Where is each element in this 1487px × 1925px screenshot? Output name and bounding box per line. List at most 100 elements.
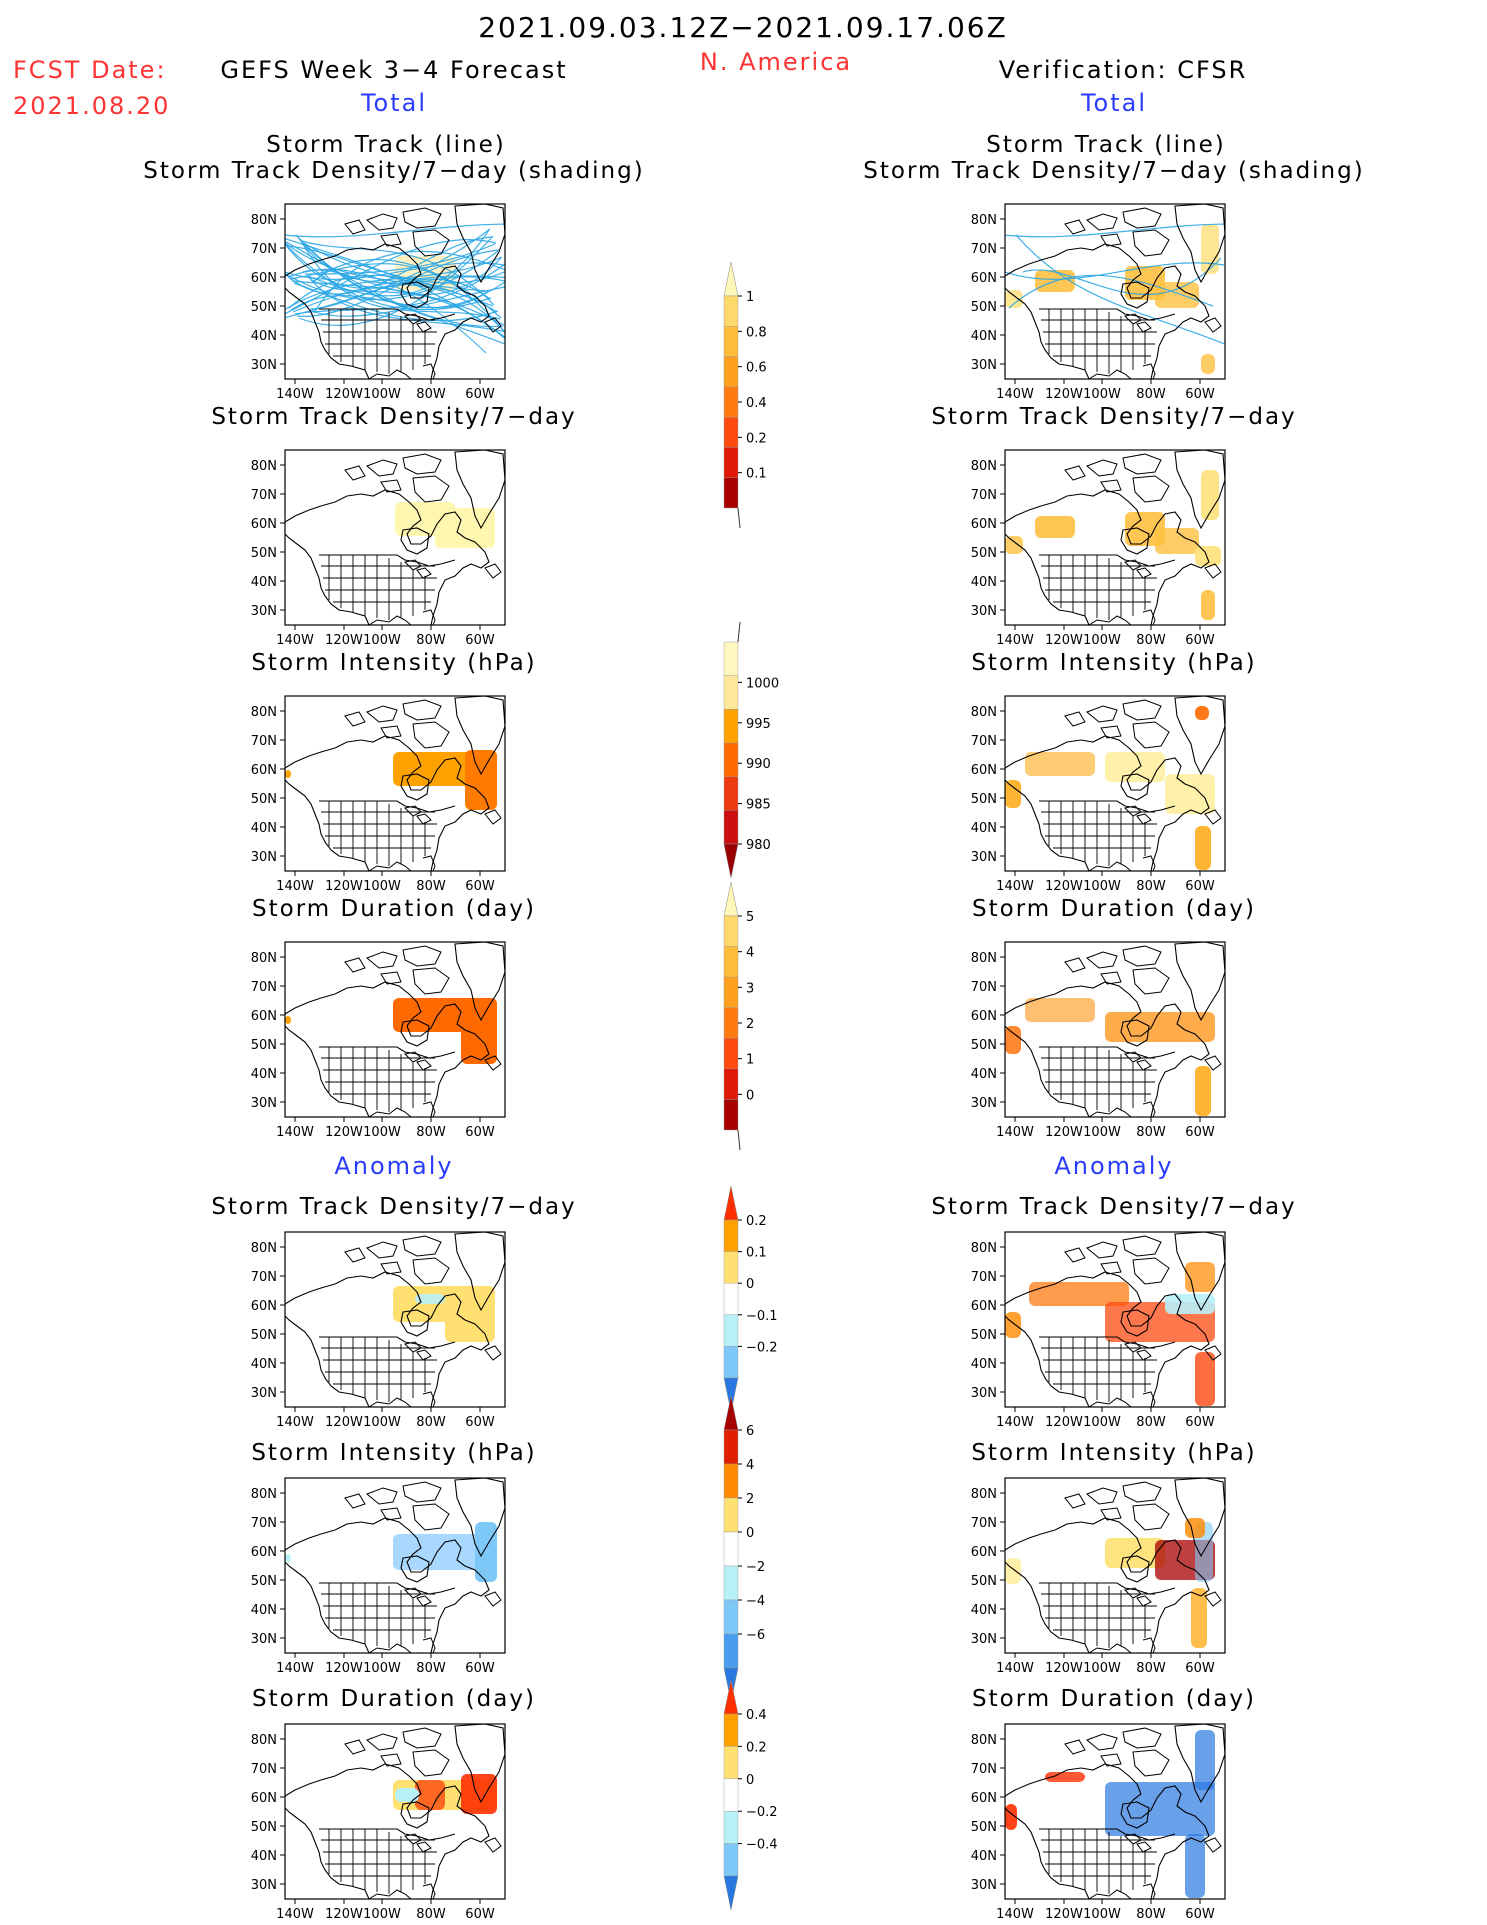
shading-patch: [475, 1522, 497, 1582]
lat-tick-label: 50N: [971, 300, 997, 315]
storm-track-line: [306, 229, 490, 297]
storm-track-line: [305, 244, 505, 309]
lon-tick-label: 60W: [465, 1907, 495, 1922]
lat-tick-label: 50N: [251, 1038, 277, 1053]
shading-patch: [1185, 1834, 1205, 1898]
storm-track-line: [311, 286, 505, 317]
lon-tick-label: 120W: [1045, 387, 1083, 402]
lat-tick-label: 50N: [251, 1820, 277, 1835]
shading-patch: [1025, 998, 1095, 1022]
fcst-date-label: FCST Date:: [13, 56, 167, 84]
shading-patch: [1029, 1282, 1129, 1306]
lon-tick-label: 80W: [416, 1907, 446, 1922]
lat-tick-label: 30N: [971, 604, 997, 619]
panel-title-duration-anom-right: Storm Duration (day): [972, 1686, 1256, 1712]
map-panel-right-row7: 80N 70N 60N 50N 40N 30N 140W 120W 100W 80W 60W: [971, 1723, 1226, 1922]
shading-patch: [1201, 470, 1219, 520]
lon-tick-label: 80W: [1136, 1907, 1166, 1922]
colorbar-tick-label: 985: [746, 798, 771, 813]
storm-track-line: [308, 277, 505, 340]
panel-title-intensity-left: Storm Intensity (hPa): [251, 650, 537, 676]
lat-tick-label: 40N: [971, 1357, 997, 1372]
lon-tick-label: 140W: [996, 1415, 1034, 1430]
lat-tick-label: 30N: [971, 850, 997, 865]
lat-tick-label: 40N: [971, 1849, 997, 1864]
lat-tick-label: 60N: [971, 271, 997, 286]
lat-tick-label: 50N: [971, 1328, 997, 1343]
lon-tick-label: 60W: [465, 1661, 495, 1676]
storm-track-line: [285, 240, 504, 328]
shading-patch: [1185, 1262, 1215, 1292]
shading-patch: [393, 998, 497, 1032]
map-panel-right-row1: 80N 70N 60N 50N 40N 30N 140W 120W 100W 80W 60W: [971, 203, 1226, 402]
colorbar-duration_anom: 0.4 0.2 0 −0.2 −0.4: [723, 1679, 778, 1911]
lat-tick-label: 40N: [971, 821, 997, 836]
colorbar-tick-label: 0: [746, 1088, 754, 1103]
colorbar-tick-label: 5: [746, 910, 754, 925]
lon-tick-label: 100W: [1083, 633, 1121, 648]
lon-tick-label: 140W: [996, 1907, 1034, 1922]
lon-tick-label: 60W: [1185, 879, 1215, 894]
lon-tick-label: 100W: [363, 633, 401, 648]
storm-track-line: [292, 275, 505, 313]
lon-tick-label: 80W: [416, 387, 446, 402]
lat-tick-label: 60N: [971, 517, 997, 532]
storm-track-line: [285, 223, 505, 238]
lon-tick-label: 120W: [1045, 633, 1083, 648]
lon-tick-label: 100W: [363, 1415, 401, 1430]
map-frame: [284, 941, 506, 1118]
shading-patch: [1195, 1352, 1215, 1406]
lon-tick-label: 120W: [325, 1907, 363, 1922]
lon-tick-label: 140W: [276, 879, 314, 894]
shading-patch: [415, 1780, 445, 1810]
colorbar-density_total: 1 0.8 0.6 0.4 0.2 0.1: [723, 261, 767, 529]
lat-tick-label: 40N: [251, 821, 277, 836]
shading-patch: [1201, 224, 1219, 274]
shading-patch: [1195, 1066, 1211, 1116]
map-frame: [1004, 695, 1226, 872]
lat-tick-label: 30N: [251, 358, 277, 373]
lon-tick-label: 60W: [465, 633, 495, 648]
lon-tick-label: 60W: [465, 387, 495, 402]
shading-patch: [1105, 752, 1165, 782]
colorbar-tick-label: 995: [746, 717, 771, 732]
lat-tick-label: 80N: [971, 1733, 997, 1748]
storm-track-line: [310, 279, 505, 333]
lat-tick-label: 80N: [251, 1487, 277, 1502]
lat-tick-label: 30N: [971, 1632, 997, 1647]
map-frame: [284, 203, 506, 380]
lat-tick-label: 30N: [251, 1386, 277, 1401]
lon-tick-label: 60W: [1185, 633, 1215, 648]
colorbar-tick-label: 0.1: [746, 1246, 767, 1261]
shading-patch: [1005, 1804, 1017, 1830]
shading-patch: [1005, 1026, 1021, 1054]
lat-tick-label: 60N: [251, 517, 277, 532]
shading-patch: [393, 1286, 453, 1322]
colorbar-tick-label: 0.2: [746, 1214, 767, 1229]
storm-track-line: [304, 243, 496, 275]
lon-tick-label: 140W: [996, 633, 1034, 648]
shading-patch: [1195, 1522, 1213, 1582]
storm-track-line: [287, 268, 487, 354]
lat-tick-label: 50N: [251, 300, 277, 315]
shading-patch: [393, 1780, 497, 1810]
colorbar-tick-label: 3: [746, 981, 754, 996]
lat-tick-label: 40N: [251, 1849, 277, 1864]
lat-tick-label: 50N: [971, 546, 997, 561]
shading-patch: [1025, 752, 1095, 776]
lat-tick-label: 50N: [251, 1574, 277, 1589]
panel-title-density-right: Storm Track Density/7−day: [931, 404, 1297, 430]
lat-tick-label: 70N: [971, 1516, 997, 1531]
panel-title-density-anom-left: Storm Track Density/7−day: [211, 1194, 577, 1220]
shading-patch: [1201, 354, 1215, 374]
shading-patch: [285, 770, 291, 778]
lon-tick-label: 60W: [1185, 1661, 1215, 1676]
lon-tick-label: 100W: [1083, 1125, 1121, 1140]
lat-tick-label: 80N: [971, 1241, 997, 1256]
lon-tick-label: 60W: [1185, 1907, 1215, 1922]
lon-tick-label: 120W: [1045, 879, 1083, 894]
lat-tick-label: 70N: [251, 1762, 277, 1777]
panel-title-intensity-right: Storm Intensity (hPa): [971, 650, 1257, 676]
colorbar-tick-label: −6: [746, 1628, 765, 1643]
